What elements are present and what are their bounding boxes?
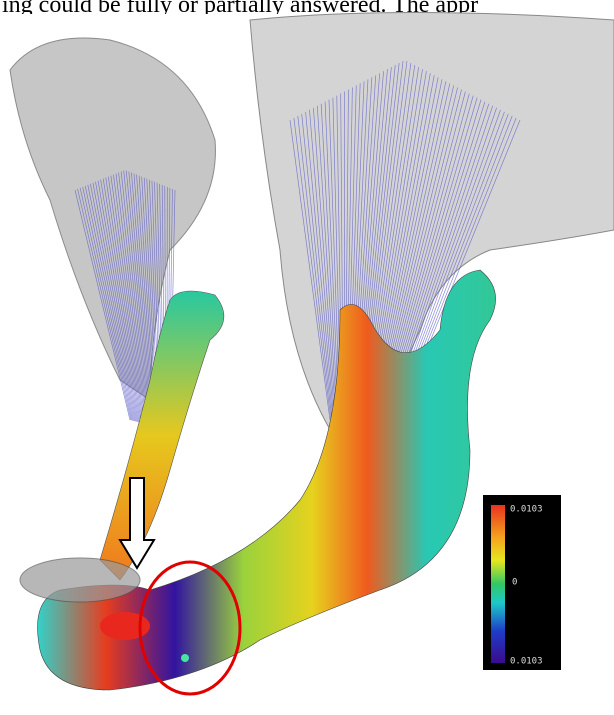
colorbar-mid: 0	[512, 578, 517, 588]
marker-point	[181, 654, 189, 662]
colorbar-max: 0.0103	[510, 505, 543, 515]
teeth	[20, 558, 140, 602]
colorbar-gradient	[491, 505, 505, 663]
hotspot	[100, 612, 150, 640]
figure: ing could be fully or partially answered…	[0, 0, 614, 715]
page: ing could be fully or partially answered…	[0, 0, 614, 715]
colorbar-min: 0.0103	[510, 657, 543, 667]
